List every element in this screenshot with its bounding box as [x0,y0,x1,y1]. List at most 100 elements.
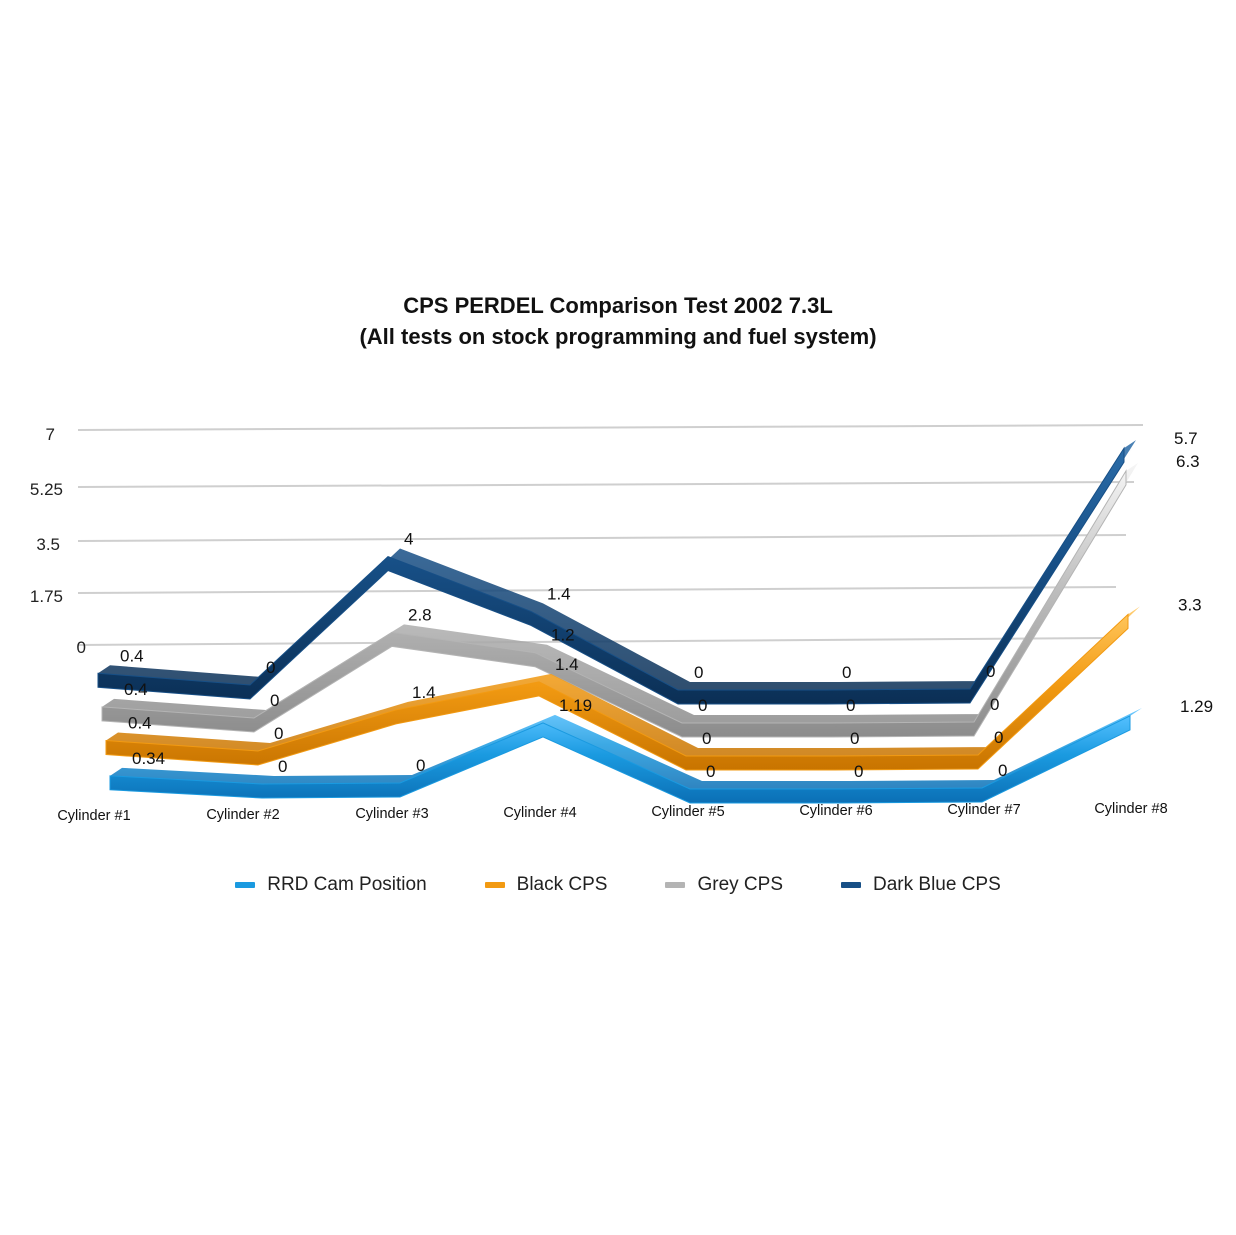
legend-item-rrd-cam-position: RRD Cam Position [235,874,427,896]
y-tick-label: 0 [77,638,86,657]
data-label: 0 [278,757,287,776]
ribbon-front [97,446,1125,705]
data-label: 0 [842,663,851,682]
data-point [405,784,408,787]
y-tick-label: 3.5 [36,535,60,554]
data-point [540,653,543,656]
series-black-cps [105,606,1140,771]
data-label: 0 [702,729,711,748]
data-label: 0.4 [128,714,152,733]
data-label: 0 [994,728,1003,747]
data-label: 0.4 [120,646,144,665]
data-point [401,710,404,713]
data-label: 1.4 [555,655,579,674]
data-point [536,612,539,615]
x-tick-label: Cylinder #4 [503,805,576,821]
data-label: 1.29 [1180,697,1213,716]
data-point [548,723,551,726]
ribbon-top [110,707,1142,789]
y-tick-label: 5.25 [30,480,63,499]
data-label: 0 [266,658,275,677]
legend-label: Grey CPS [697,874,783,895]
data-point [843,790,846,793]
data-point [107,707,110,710]
y-tick-label: 7 [46,425,55,444]
gridline [77,534,1127,542]
chart-subtitle-line: (All tests on stock programming and fuel… [359,324,877,349]
legend-swatch [235,882,256,888]
ribbon-top [98,440,1136,690]
legend: RRD Cam Position Black CPS Grey CPS Dark… [0,874,1236,896]
data-label: 1.19 [559,696,592,715]
gridline [77,586,1117,594]
data-label: 0 [854,762,863,781]
series-ribbons [97,440,1142,804]
gridline [77,424,1144,431]
data-point [839,757,842,760]
data-point [683,691,686,694]
x-tick-label: Cylinder #1 [57,808,130,824]
x-tick-label: Cylinder #5 [651,804,724,820]
legend-label: Dark Blue CPS [873,874,1001,895]
gridlines [77,424,1144,646]
x-axis-ticks: Cylinder #1 Cylinder #2 Cylinder #3 Cylinde… [57,801,1167,824]
data-point [103,674,106,677]
legend-swatch [665,882,686,888]
series-grey-cps [101,462,1138,738]
chart-title: CPS PERDEL Comparison Test 2002 7.3L (Al… [0,290,1236,352]
data-label: 0 [706,762,715,781]
data-point [267,785,270,788]
data-point [691,757,694,760]
data-point [544,682,547,685]
data-label: 0.34 [132,749,165,768]
gridline [77,481,1135,488]
data-label: 1.2 [551,626,575,645]
legend-swatch [841,882,861,888]
data-label: 6.3 [1176,452,1200,471]
y-tick-label: 1.75 [30,587,63,606]
x-tick-label: Cylinder #7 [947,802,1020,818]
data-label: 2.8 [408,605,432,624]
ribbon-front [105,613,1129,771]
data-label: 0 [416,756,425,775]
data-labels: 0.4 0 4 1.4 0 0 0 5.7 0.4 0 2.8 1.2 0 0 0 6.3 0.4 0 1.4 1.4… [120,429,1213,781]
x-tick-label: Cylinder #8 [1094,801,1167,817]
data-point [695,790,698,793]
data-point [983,756,986,759]
data-label: 0 [270,691,279,710]
ribbon-top [106,606,1140,756]
legend-item-dark-blue-cps: Dark Blue CPS [841,874,1001,896]
data-label: 0 [998,761,1007,780]
data-label: 1.4 [412,683,436,702]
y-axis-ticks: 7 5.25 3.5 1.75 0 [30,425,86,657]
legend-item-grey-cps: Grey CPS [665,874,783,896]
data-point [987,789,990,792]
data-point [111,741,114,744]
data-label: 5.7 [1174,429,1198,448]
data-label: 0 [990,695,999,714]
legend-item-black-cps: Black CPS [484,874,607,896]
data-label: 1.4 [547,584,571,603]
ribbon-front [101,469,1127,738]
data-label: 0 [694,663,703,682]
data-point [831,691,834,694]
data-point [975,690,978,693]
x-tick-label: Cylinder #2 [206,807,279,823]
data-label: 0.4 [124,680,148,699]
series-rrd-cam-position [109,707,1142,804]
data-label: 0 [698,696,707,715]
data-point [979,723,982,726]
data-point [835,724,838,727]
data-label: 0 [846,696,855,715]
data-point [687,724,690,727]
data-label: 0 [850,729,859,748]
data-label: 0 [986,662,995,681]
legend-label: RRD Cam Position [267,874,427,895]
data-point [1135,716,1138,719]
ribbon-front [109,715,1131,804]
data-label: 4 [404,530,413,549]
data-point [263,752,266,755]
data-label: 0 [274,724,283,743]
chart-title-line: CPS PERDEL Comparison Test 2002 7.3L [403,293,833,318]
